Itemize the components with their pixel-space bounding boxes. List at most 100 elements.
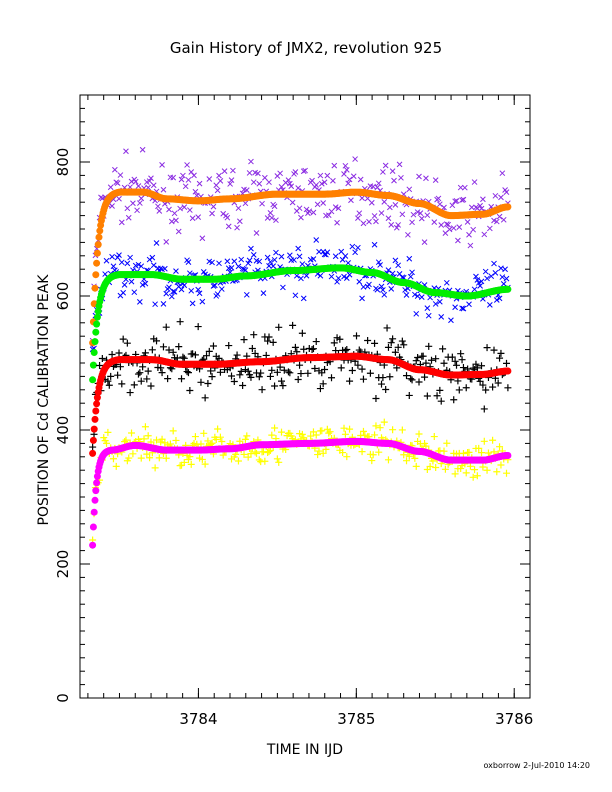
x-marker-point bbox=[118, 259, 125, 266]
x-marker-point bbox=[161, 265, 168, 272]
x-marker-point bbox=[346, 176, 353, 183]
x-marker-point bbox=[413, 310, 420, 317]
plus-marker-point bbox=[451, 357, 459, 365]
series-4 bbox=[89, 318, 512, 451]
plus-marker-point bbox=[151, 464, 159, 472]
plus-marker-point bbox=[497, 349, 505, 357]
x-marker-point bbox=[492, 192, 499, 199]
series-7 bbox=[89, 437, 512, 549]
x-marker-point bbox=[150, 182, 157, 189]
x-marker-point bbox=[406, 255, 413, 262]
x-marker-point bbox=[352, 249, 358, 256]
x-marker-point bbox=[432, 301, 439, 307]
x-marker-point bbox=[482, 268, 489, 275]
plus-marker-point bbox=[336, 335, 344, 343]
x-marker-point bbox=[467, 242, 474, 249]
plus-marker-point bbox=[411, 454, 419, 462]
plus-marker-point bbox=[201, 394, 209, 402]
x-marker-point bbox=[285, 177, 292, 183]
plus-marker-point bbox=[271, 424, 279, 432]
x-marker-point bbox=[250, 179, 257, 186]
x-marker-point bbox=[178, 176, 185, 183]
plus-marker-point bbox=[368, 457, 376, 465]
plus-marker-point bbox=[130, 381, 138, 389]
plus-marker-point bbox=[308, 345, 316, 353]
plus-marker-point bbox=[215, 354, 223, 362]
x-marker-point bbox=[416, 173, 422, 180]
x-marker-point bbox=[421, 239, 428, 245]
x-marker-point bbox=[142, 280, 149, 287]
plus-marker-point bbox=[457, 350, 465, 358]
x-marker-point bbox=[195, 214, 202, 221]
x-marker-point bbox=[243, 291, 250, 298]
plus-marker-point bbox=[230, 377, 238, 385]
plus-marker-point bbox=[489, 383, 497, 391]
line-point bbox=[92, 487, 100, 495]
line-point bbox=[91, 338, 99, 346]
x-marker-point bbox=[123, 148, 129, 155]
x-marker-point bbox=[246, 257, 253, 264]
x-marker-point bbox=[177, 205, 183, 212]
plus-marker-point bbox=[503, 469, 511, 477]
x-marker-point bbox=[191, 172, 197, 179]
plus-marker-point bbox=[319, 380, 327, 388]
x-marker-point bbox=[271, 256, 278, 263]
x-marker-point bbox=[374, 286, 381, 293]
x-marker-point bbox=[260, 290, 267, 297]
x-marker-point bbox=[452, 304, 458, 311]
plus-marker-point bbox=[191, 433, 199, 441]
plus-marker-point bbox=[107, 372, 115, 380]
x-marker-point bbox=[335, 205, 342, 212]
plus-marker-point bbox=[191, 351, 199, 359]
line-point bbox=[89, 449, 97, 457]
plus-marker-point bbox=[269, 338, 277, 346]
x-marker-point bbox=[280, 284, 286, 291]
x-marker-point bbox=[211, 282, 218, 289]
series-0 bbox=[89, 146, 511, 344]
x-marker-point bbox=[116, 195, 122, 202]
plus-marker-point bbox=[376, 424, 384, 432]
plus-marker-point bbox=[118, 380, 126, 388]
footer-stamp: oxborrow 2-Jul-2010 14:20 bbox=[483, 761, 590, 770]
plus-marker-point bbox=[293, 348, 301, 356]
x-marker-point bbox=[243, 187, 250, 193]
plus-marker-point bbox=[179, 353, 187, 361]
plus-marker-point bbox=[180, 458, 188, 466]
x-marker-point bbox=[391, 177, 397, 184]
plus-marker-point bbox=[448, 353, 456, 361]
plus-marker-point bbox=[472, 360, 480, 368]
x-marker-point bbox=[427, 294, 433, 301]
plus-marker-point bbox=[466, 462, 474, 470]
plus-marker-point bbox=[153, 337, 161, 345]
x-marker-point bbox=[234, 224, 240, 231]
x-marker-point bbox=[375, 180, 382, 187]
series-6 bbox=[89, 418, 512, 544]
x-marker-point bbox=[410, 211, 417, 218]
x-marker-point bbox=[484, 275, 490, 282]
plus-marker-point bbox=[341, 430, 349, 438]
x-marker-point bbox=[493, 297, 500, 303]
plus-marker-point bbox=[439, 345, 447, 353]
plus-marker-point bbox=[319, 449, 327, 457]
x-marker-point bbox=[425, 312, 432, 319]
x-marker-point bbox=[468, 204, 475, 211]
x-marker-point bbox=[181, 204, 188, 210]
plus-marker-point bbox=[204, 380, 212, 388]
plus-marker-point bbox=[240, 450, 248, 458]
x-marker-point bbox=[499, 170, 506, 177]
x-marker-point bbox=[341, 273, 347, 280]
x-marker-point bbox=[432, 177, 439, 184]
line-point bbox=[96, 227, 104, 235]
x-marker-point bbox=[273, 217, 279, 224]
x-marker-point bbox=[196, 290, 203, 297]
x-marker-point bbox=[502, 266, 508, 273]
x-marker-point bbox=[335, 275, 342, 282]
x-marker-point bbox=[371, 213, 378, 219]
x-marker-point bbox=[127, 254, 133, 261]
x-marker-point bbox=[163, 290, 170, 297]
plus-marker-point bbox=[286, 369, 294, 377]
plus-marker-point bbox=[462, 384, 470, 392]
plus-marker-point bbox=[400, 451, 408, 459]
x-marker-point bbox=[317, 172, 324, 179]
plus-marker-point bbox=[194, 323, 202, 331]
